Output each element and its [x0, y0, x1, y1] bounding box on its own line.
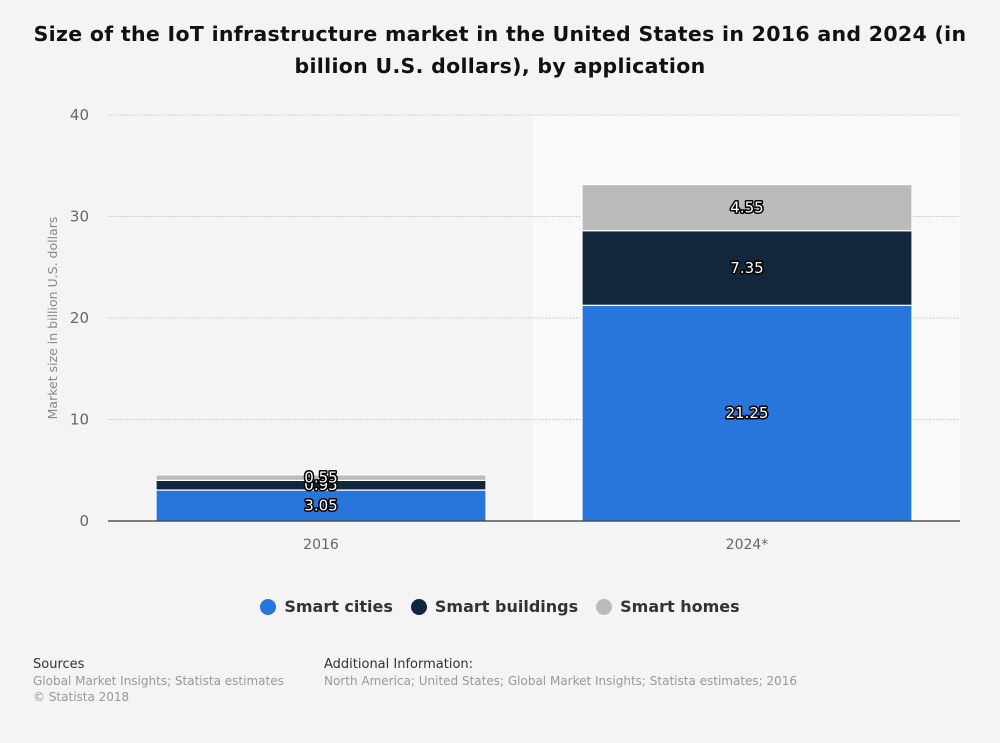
- data-label: 4.55: [730, 199, 763, 217]
- y-tick-label: 40: [70, 106, 89, 124]
- legend-item-smart-cities[interactable]: Smart cities: [260, 597, 393, 616]
- y-tick-label: 30: [70, 208, 89, 226]
- legend-label: Smart buildings: [434, 597, 579, 616]
- legend-label: Smart cities: [284, 597, 393, 616]
- x-tick-label: 2016: [303, 537, 339, 553]
- sources-heading: Sources: [33, 657, 85, 672]
- additional-heading: Additional Information:: [324, 657, 474, 672]
- sources-block: Sources Global Market Insights; Statista…: [33, 657, 284, 705]
- data-label: 7.35: [730, 259, 763, 277]
- legend-dot-icon: [260, 598, 277, 615]
- legend-item-smart-buildings[interactable]: Smart buildings: [410, 597, 579, 616]
- y-tick-label: 20: [70, 309, 89, 327]
- additional-text: North America; United States; Global Mar…: [324, 674, 798, 688]
- copyright: © Statista 2018: [33, 690, 130, 704]
- bar-segment-smart-homes[interactable]: [581, 183, 913, 232]
- y-tick-label: 0: [79, 512, 89, 530]
- sources-text[interactable]: Global Market Insights; Statista estimat…: [33, 674, 284, 688]
- data-label: 3.05: [304, 497, 337, 515]
- chart-area: Market size in billion U.S. dollars 0 10 2…: [45, 106, 960, 553]
- legend-item-smart-homes[interactable]: Smart homes: [596, 597, 740, 616]
- data-label: 0.55: [304, 469, 337, 487]
- y-axis-label: Market size in billion U.S. dollars: [45, 217, 60, 420]
- bar-segment-smart-buildings[interactable]: [581, 230, 913, 306]
- y-tick-label: 10: [70, 411, 89, 429]
- data-label: 21.25: [726, 404, 769, 422]
- bar-segment-smart-cities[interactable]: [155, 489, 487, 522]
- data-label: 0.95: [304, 476, 337, 494]
- bar-segment-smart-homes[interactable]: [155, 474, 487, 482]
- chart-title: Size of the IoT infrastructure market in…: [33, 22, 967, 78]
- bar-segment-smart-cities[interactable]: [581, 304, 913, 522]
- additional-info-block: Additional Information: North America; U…: [324, 657, 797, 689]
- legend-label: Smart homes: [620, 597, 740, 616]
- legend-dot-icon: [596, 598, 613, 615]
- legend: Smart cities Smart buildings Smart homes: [0, 597, 1000, 616]
- x-tick-label: 2024*: [726, 537, 769, 553]
- legend-dot-icon: [410, 598, 427, 615]
